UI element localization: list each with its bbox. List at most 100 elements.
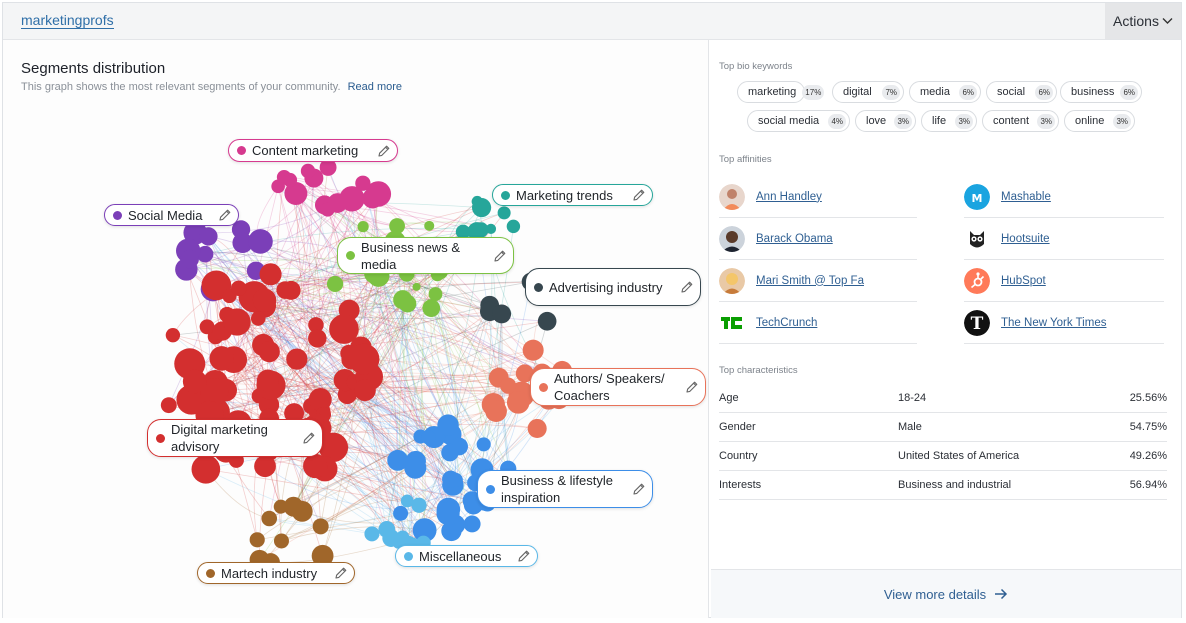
affinity-hubspot[interactable]: HubSpot	[964, 260, 1164, 302]
graph-node	[286, 348, 308, 370]
graph-edge	[270, 273, 487, 504]
segments-network-graph[interactable]	[3, 40, 708, 618]
keyword-chip[interactable]: social 6%	[986, 81, 1057, 103]
pencil-icon[interactable]	[632, 188, 646, 202]
keyword-chip[interactable]: online 3%	[1064, 110, 1135, 132]
segment-name: Advertising industry	[549, 279, 663, 295]
keyword-chip[interactable]: business 6%	[1060, 81, 1142, 103]
segment-label-business-lifestyle-inspiration[interactable]: Business & lifestyle inspiration	[477, 470, 653, 508]
actions-label: Actions	[1113, 13, 1159, 29]
graph-node	[165, 327, 181, 343]
affinity-mari-smith[interactable]: Mari Smith @ Top Fa	[719, 260, 917, 302]
pencil-icon[interactable]	[302, 431, 316, 445]
pencil-icon[interactable]	[632, 482, 646, 496]
graph-node	[492, 304, 512, 324]
graph-node	[522, 339, 544, 361]
graph-node	[485, 400, 507, 423]
pencil-icon[interactable]	[517, 549, 531, 563]
pencil-icon[interactable]	[680, 280, 694, 294]
affinity-barack-obama[interactable]: Barack Obama	[719, 218, 917, 260]
graph-node	[308, 317, 324, 333]
affinity-name[interactable]: HubSpot	[1001, 274, 1046, 287]
affinity-mashable[interactable]: M Mashable	[964, 176, 1164, 218]
segment-label-authors-speakers-coachers[interactable]: Authors/ Speakers/ Coachers	[530, 368, 706, 406]
segment-label-advertising-industry[interactable]: Advertising industry	[525, 268, 701, 306]
affinity-name[interactable]: The New York Times	[1001, 316, 1107, 329]
graph-edge	[270, 274, 321, 400]
affinity-nyt[interactable]: T The New York Times	[964, 302, 1164, 344]
graph-edge	[295, 193, 456, 525]
segment-label-miscellaneous[interactable]: Miscellaneous	[395, 545, 538, 567]
graph-node	[436, 501, 460, 526]
keyword-chip[interactable]: media 6%	[909, 81, 981, 103]
keyword-chip[interactable]: love 3%	[855, 110, 916, 132]
graph-edge	[378, 275, 563, 372]
pencil-icon[interactable]	[218, 208, 232, 222]
graph-node	[273, 533, 289, 549]
keyword-chip[interactable]: marketing 17%	[737, 81, 825, 103]
affinity-name[interactable]: Mari Smith @ Top Fa	[756, 274, 864, 287]
graph-node	[348, 343, 380, 375]
graph-node	[256, 369, 279, 392]
graph-node	[303, 453, 328, 479]
pencil-icon[interactable]	[334, 566, 348, 580]
graph-edge	[296, 358, 483, 470]
graph-node	[223, 308, 251, 336]
affinity-name[interactable]: Barack Obama	[756, 232, 833, 245]
pencil-icon[interactable]	[493, 249, 507, 263]
read-more-link[interactable]: Read more	[347, 81, 403, 93]
graph-node	[326, 275, 344, 293]
affinity-techcrunch[interactable]: TechCrunch	[719, 302, 917, 344]
graph-edge	[406, 273, 494, 405]
pencil-icon[interactable]	[377, 144, 391, 158]
graph-node	[387, 449, 409, 471]
graph-edge	[322, 303, 408, 556]
characteristic-row: Gender Male 54.75%	[719, 412, 1167, 442]
affinity-ann-handley[interactable]: Ann Handley	[719, 176, 917, 218]
keyword-label: life	[932, 115, 947, 127]
graph-edge	[255, 270, 421, 437]
actions-button[interactable]: Actions	[1105, 3, 1181, 39]
graph-node	[354, 379, 376, 402]
segment-name: Business & lifestyle inspiration	[501, 473, 613, 505]
top-bar: marketingprofs Actions	[3, 3, 1181, 40]
graph-node	[537, 311, 557, 331]
graph-node	[355, 175, 371, 191]
affinities-title: Top affinities	[719, 154, 772, 165]
keyword-chip[interactable]: life 3%	[921, 110, 977, 132]
view-more-details-button[interactable]: View more details	[711, 569, 1181, 618]
graph-node	[404, 456, 427, 479]
segment-label-business-news-media[interactable]: Business news & media	[337, 237, 514, 274]
graph-node	[421, 430, 436, 445]
graph-edge	[290, 290, 563, 372]
segment-label-marketing-trends[interactable]: Marketing trends	[492, 184, 653, 206]
segment-name: Digital marketing advisory	[171, 422, 268, 454]
segment-label-digital-marketing-advisory[interactable]: Digital marketing advisory	[147, 419, 323, 457]
graph-edge	[396, 250, 413, 543]
affinity-name[interactable]: Mashable	[1001, 190, 1051, 203]
pencil-icon[interactable]	[685, 380, 699, 394]
affinity-hootsuite[interactable]: Hootsuite	[964, 218, 1164, 260]
affinity-name[interactable]: Ann Handley	[756, 190, 822, 203]
account-name-link[interactable]: marketingprofs	[21, 12, 114, 29]
graph-edge	[208, 236, 388, 530]
keyword-chip[interactable]: social media 4%	[747, 110, 850, 132]
graph-node	[300, 163, 316, 179]
segment-label-social-media[interactable]: Social Media	[104, 204, 239, 226]
chevron-down-icon	[1162, 18, 1173, 24]
graph-edge	[348, 309, 454, 486]
graph-node	[357, 221, 369, 233]
segment-label-content-marketing[interactable]: Content marketing	[228, 139, 398, 162]
graph-node	[312, 518, 329, 535]
keyword-chip[interactable]: digital 7%	[832, 81, 904, 103]
graph-node	[258, 341, 280, 363]
segments-description: This graph shows the most relevant segme…	[21, 81, 341, 93]
affinity-name[interactable]: TechCrunch	[756, 316, 818, 329]
segment-label-martech-industry[interactable]: Martech industry	[197, 562, 355, 584]
keyword-chip[interactable]: content 3%	[982, 110, 1059, 132]
graph-node	[191, 454, 221, 484]
graph-edge	[281, 526, 425, 542]
affinity-name[interactable]: Hootsuite	[1001, 232, 1050, 245]
segment-color-dot	[156, 433, 165, 443]
